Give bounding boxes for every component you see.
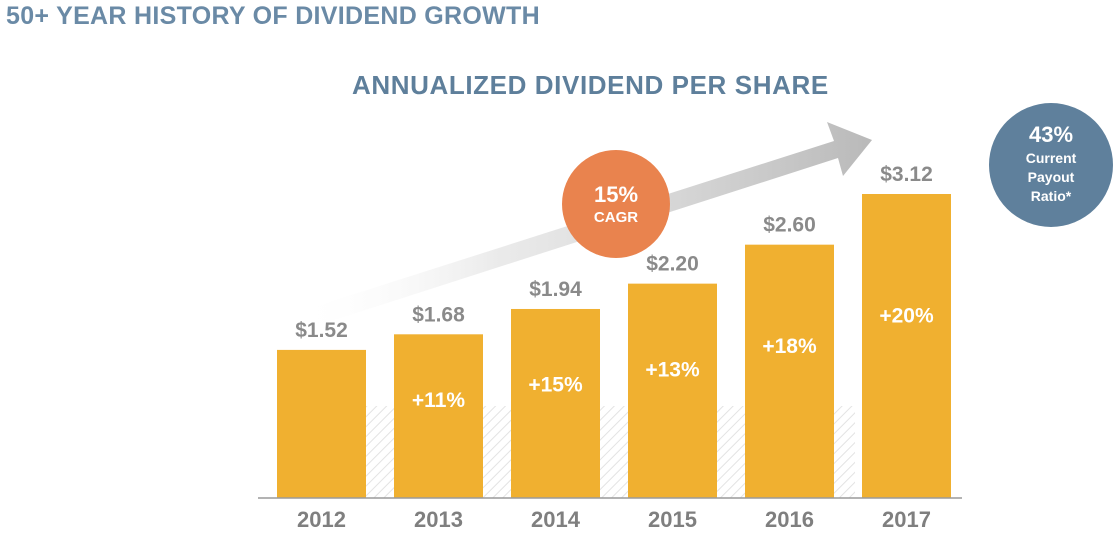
bar-2013 [394, 334, 483, 498]
bar-2014 [511, 308, 600, 498]
x-tick-label-2014: 2014 [531, 507, 581, 532]
x-tick-label-2017: 2017 [882, 507, 931, 532]
value-label-2012: $1.52 [295, 319, 348, 342]
x-tick-label-2015: 2015 [648, 507, 697, 532]
value-label-2014: $1.94 [529, 278, 582, 301]
cagr-value: 15% [594, 182, 638, 207]
bar-2016 [745, 244, 834, 498]
cagr-badge: 15% CAGR [562, 150, 670, 258]
bar-2012 [277, 349, 366, 498]
value-label-2013: $1.68 [412, 303, 465, 326]
bar-2015 [628, 283, 717, 498]
payout-label-line-3: Ratio* [1031, 188, 1072, 204]
x-tick-label-2012: 2012 [297, 507, 346, 532]
payout-label-line-1: Current [1026, 150, 1077, 166]
cagr-label: CAGR [594, 209, 638, 226]
growth-label-2015: +13% [645, 358, 700, 381]
payout-value: 43% [1029, 122, 1073, 147]
growth-label-2017: +20% [879, 305, 934, 328]
growth-label-2014: +15% [528, 374, 583, 397]
value-label-2016: $2.60 [763, 214, 816, 237]
value-label-2017: $3.12 [880, 163, 933, 186]
bar-2017 [862, 194, 951, 498]
x-tick-label-2016: 2016 [765, 507, 814, 532]
payout-ratio-badge: 43% Current Payout Ratio* [989, 103, 1113, 227]
value-label-2015: $2.20 [646, 253, 699, 276]
payout-label-line-2: Payout [1028, 169, 1075, 185]
x-tick-label-2013: 2013 [414, 507, 463, 532]
cagr-badge-circle [562, 150, 670, 258]
chart-title: ANNUALIZED DIVIDEND PER SHARE [352, 70, 829, 100]
growth-label-2016: +18% [762, 335, 817, 358]
page-title: 50+ YEAR HISTORY OF DIVIDEND GROWTH [6, 2, 540, 30]
growth-label-2013: +11% [412, 389, 465, 412]
payout-badge-circle [989, 103, 1113, 227]
